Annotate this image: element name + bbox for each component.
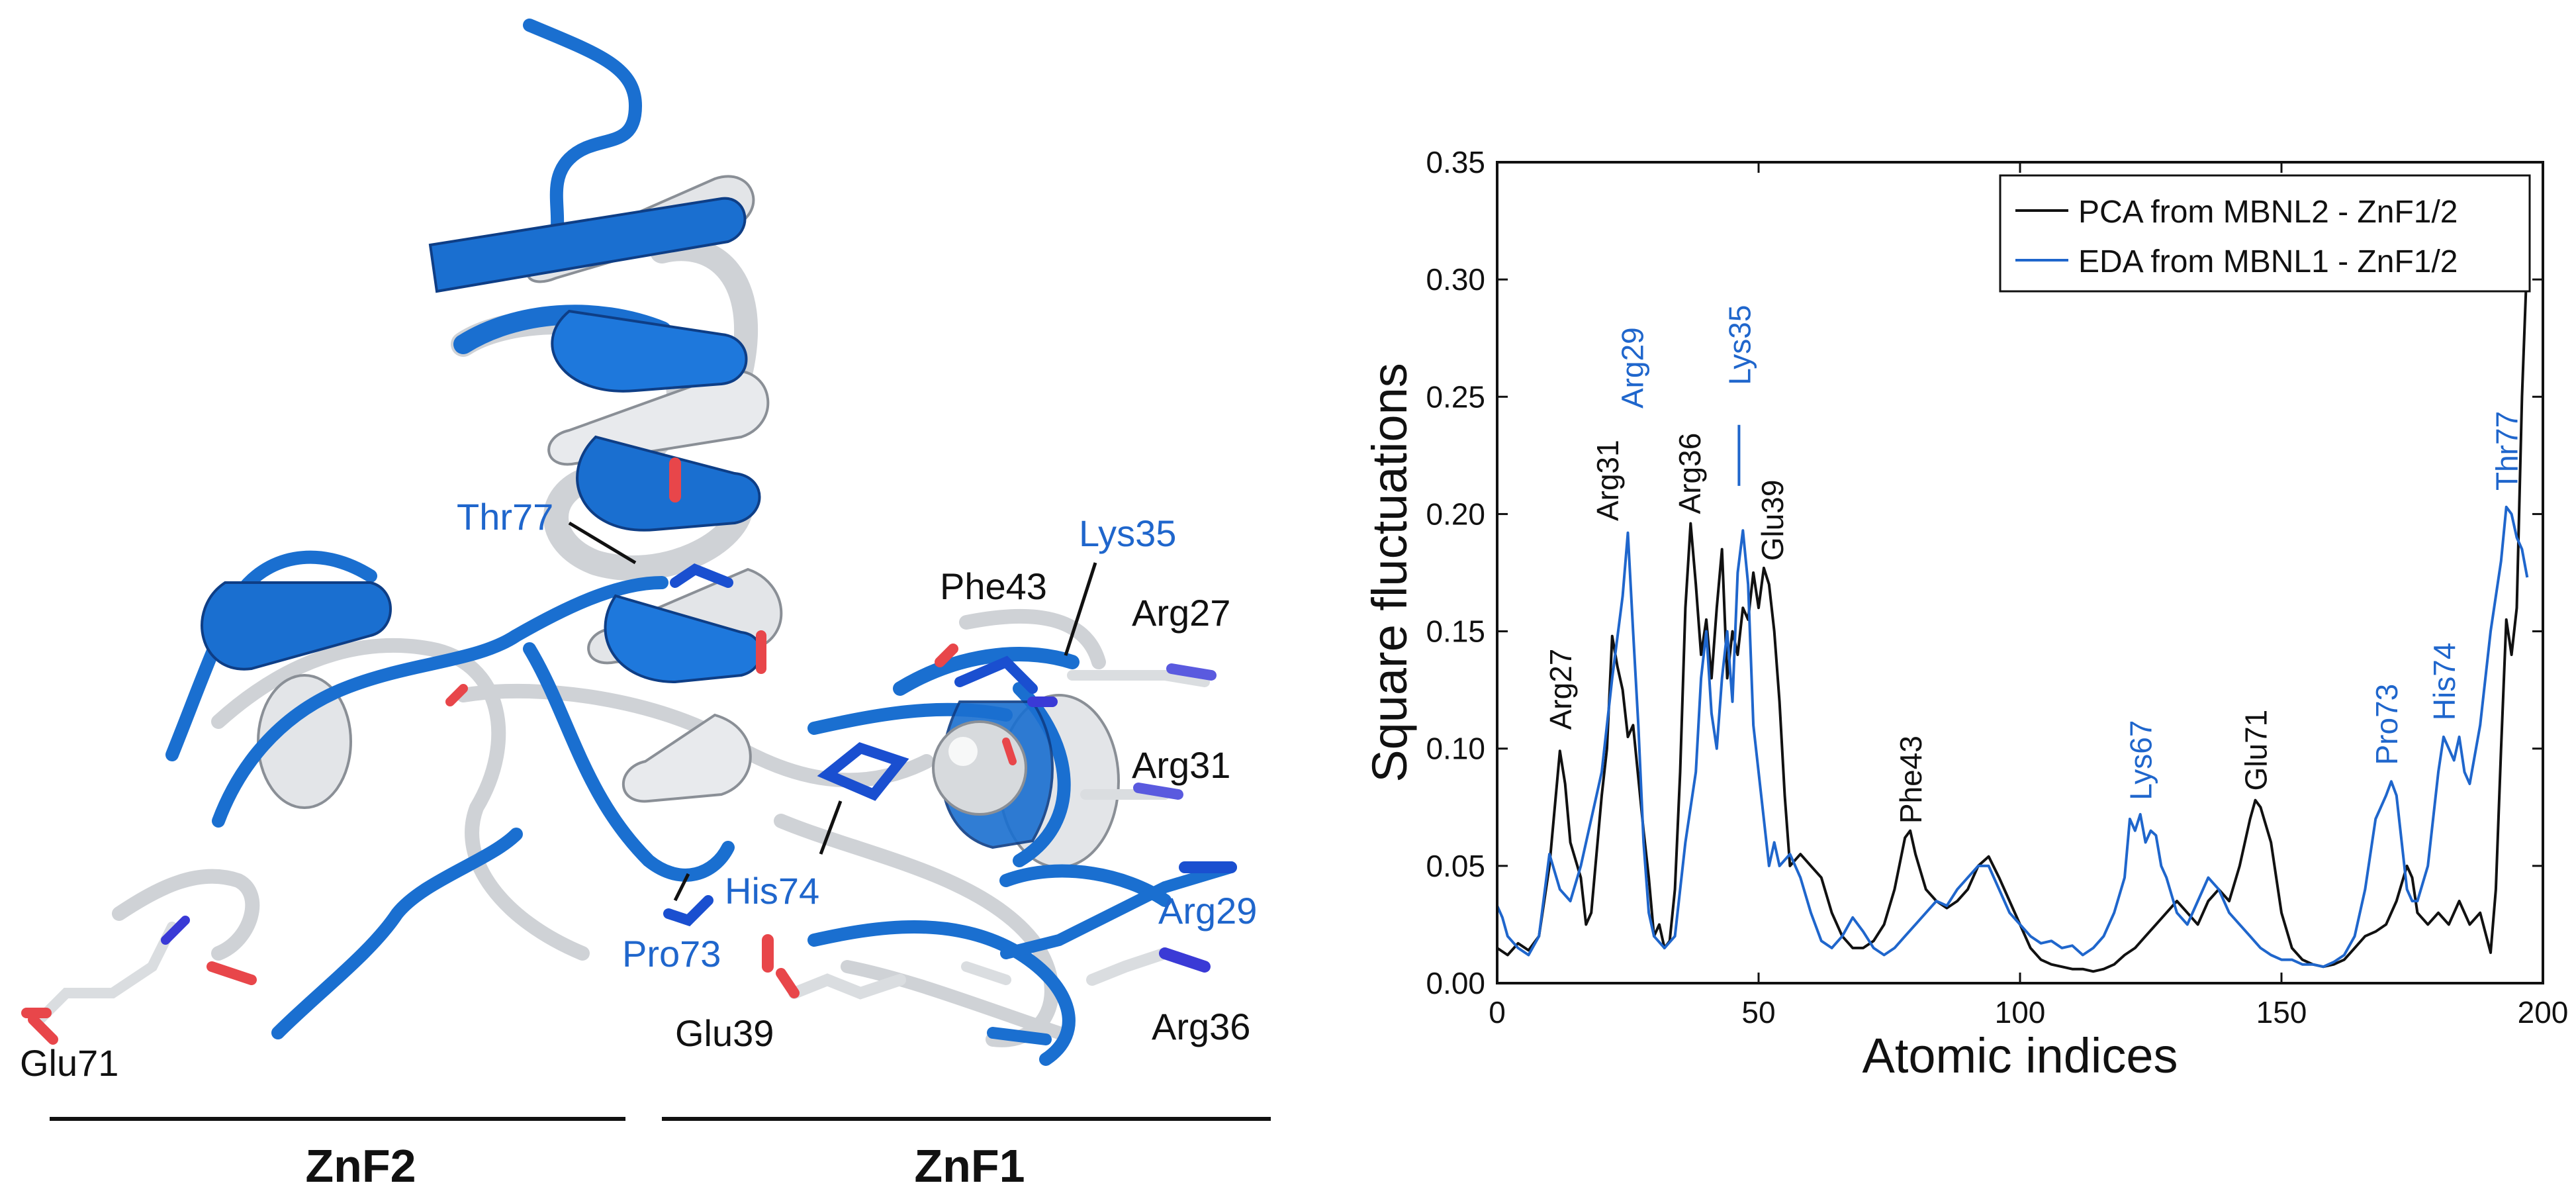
zinc-sphere — [932, 720, 1027, 816]
y-axis: 0.00 0.05 0.10 0.15 0.20 0.25 0.30 0.35 — [1426, 145, 2543, 1000]
annotation-thr77: Thr77 — [2490, 411, 2524, 491]
label-thr77: Thr77 — [457, 496, 553, 538]
y-tick-label: 0.10 — [1426, 732, 1485, 766]
x-axis-label: Atomic indices — [1862, 1028, 2178, 1083]
label-arg31: Arg31 — [1132, 744, 1230, 786]
series-line-pca — [1496, 256, 2529, 973]
x-tick-label: 200 — [2518, 995, 2569, 1029]
series-layer — [1496, 256, 2529, 973]
annotation-his74: His74 — [2427, 643, 2461, 721]
legend-label-pca: PCA from MBNL2 - ZnF1/2 — [2078, 195, 2458, 230]
label-glu71: Glu71 — [20, 1042, 118, 1084]
y-tick-label: 0.35 — [1426, 145, 1485, 179]
y-tick-label: 0.20 — [1426, 497, 1485, 531]
side-chain-sticks — [21, 457, 1237, 1045]
label-arg29: Arg29 — [1158, 890, 1257, 932]
annotation-glu39: Glu39 — [1755, 480, 1790, 561]
x-tick-label: 150 — [2256, 995, 2307, 1029]
label-arg27: Arg27 — [1132, 592, 1230, 634]
legend-label-eda: EDA from MBNL1 - ZnF1/2 — [2078, 244, 2458, 279]
annotation-glu71: Glu71 — [2239, 710, 2274, 791]
domain-label-znf1: ZnF1 — [914, 1140, 1025, 1192]
annotation-lys35: Lys35 — [1722, 305, 1757, 385]
legend-box — [1999, 174, 2531, 293]
series-line-eda — [1496, 505, 2529, 969]
label-lys35: Lys35 — [1079, 512, 1176, 554]
annotation-lys67: Lys67 — [2124, 720, 2158, 800]
y-tick-label: 0.25 — [1426, 379, 1485, 414]
annotation-arg36: Arg36 — [1673, 433, 1707, 514]
leader-lines — [568, 521, 1097, 902]
domain-label-znf2: ZnF2 — [305, 1140, 416, 1192]
y-tick-label: 0.00 — [1426, 966, 1485, 1000]
y-tick-label: 0.05 — [1426, 849, 1485, 883]
protein-structure-panel: Thr77 Lys35 Phe43 Arg27 Arg31 His74 Arg2… — [20, 19, 1271, 1192]
x-tick-label: 0 — [1489, 995, 1506, 1029]
annotation-arg31: Arg31 — [1590, 440, 1625, 521]
y-tick-label: 0.30 — [1426, 262, 1485, 297]
fluctuation-chart: 0.00 0.05 0.10 0.15 0.20 0.25 0.30 0.35 0 50 100 1… — [1362, 145, 2568, 1083]
x-tick-label: 50 — [1741, 995, 1775, 1029]
annotation-pro73: Pro73 — [2369, 684, 2404, 765]
label-glu39: Glu39 — [675, 1012, 774, 1054]
x-axis: 0 50 100 150 200 — [1489, 162, 2568, 1029]
label-pro73: Pro73 — [622, 933, 721, 975]
label-arg36: Arg36 — [1152, 1006, 1250, 1047]
peak-annotations: Arg27 Arg31 Arg29 Arg36 Lys35 Glu39 Phe43 Lys67… — [1543, 305, 2524, 824]
y-axis-label: Square fluctuations — [1362, 363, 1417, 783]
annotation-arg29: Arg29 — [1616, 327, 1650, 408]
y-tick-label: 0.15 — [1426, 614, 1485, 649]
blue-helix — [201, 197, 1054, 849]
annotation-arg27: Arg27 — [1543, 649, 1578, 730]
label-phe43: Phe43 — [940, 565, 1047, 607]
annotation-phe43: Phe43 — [1894, 736, 1928, 824]
legend: PCA from MBNL2 - ZnF1/2 EDA from MBNL1 -… — [1999, 174, 2531, 293]
label-his74: His74 — [725, 870, 819, 912]
x-tick-label: 100 — [1995, 995, 2046, 1029]
blue-ribbon-backbone — [165, 19, 1172, 1066]
